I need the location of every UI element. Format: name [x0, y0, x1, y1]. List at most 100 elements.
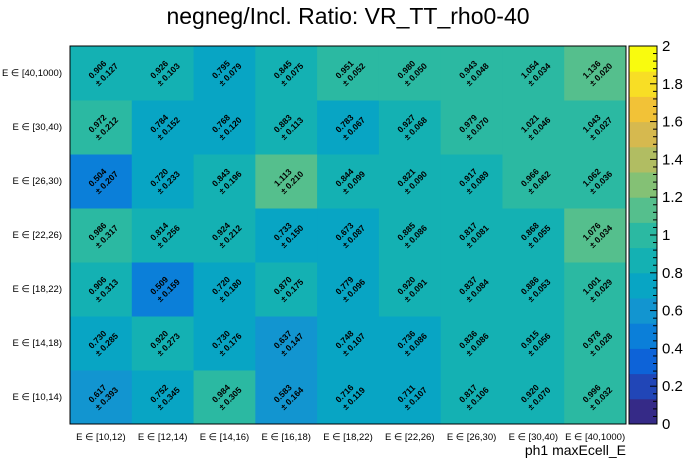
- heatmap-cell: [193, 154, 256, 209]
- heatmap-cell: [378, 262, 442, 317]
- heatmap-cell: [564, 370, 627, 425]
- heatmap-cell: [255, 316, 318, 371]
- heatmap-cell: [131, 370, 195, 425]
- heatmap-cell: [502, 154, 565, 209]
- heatmap-cell: [193, 262, 256, 317]
- heatmap-cell: [70, 154, 133, 209]
- heatmap-cell: [193, 208, 256, 263]
- z-tick-label: 1.4: [662, 151, 683, 168]
- heatmap-cell: [255, 208, 318, 263]
- heatmap-cell: [440, 46, 503, 101]
- x-tick-labels: E ∈ [10,12) E ∈ [12,14) E ∈ [14,16) E ∈ [16…: [76, 432, 625, 443]
- heatmap-cell: [70, 208, 133, 263]
- x-tick-label: E ∈ [26,30): [447, 432, 496, 443]
- heatmap-cell: [255, 100, 318, 155]
- heatmap-cell: [502, 100, 565, 155]
- z-tick-label: 1: [662, 227, 670, 244]
- heatmap-cell: [70, 316, 133, 371]
- heatmap-cell: [317, 46, 380, 101]
- heatmap-cell: [131, 262, 195, 317]
- heatmap-cell: [440, 100, 503, 155]
- y-tick-label: E ∈ [14,18): [13, 338, 62, 349]
- x-tick-label: E ∈ [22,26): [385, 432, 434, 443]
- heatmap-cell: [193, 316, 256, 371]
- heatmap-cell: [378, 208, 442, 263]
- heatmap-cell: [502, 208, 565, 263]
- heatmap-cell: [255, 46, 318, 101]
- heatmap-cell: [564, 154, 627, 209]
- heatmap-cell: [378, 316, 442, 371]
- z-tick-label: 1.6: [662, 114, 683, 131]
- z-tick-label: 1.8: [662, 76, 683, 93]
- heatmap-cell: [193, 100, 256, 155]
- z-tick-label: 0.2: [662, 378, 683, 395]
- y-tick-label: E ∈ [18,22): [13, 284, 62, 295]
- z-tick-label: 0.6: [662, 303, 683, 320]
- heatmap-cell: [378, 100, 442, 155]
- heatmap-cell: [131, 154, 195, 209]
- heatmap-cell: [131, 208, 195, 263]
- colorbar-segment: [629, 247, 657, 274]
- color-bar: [628, 45, 658, 425]
- heatmap-cell: [378, 154, 442, 209]
- colorbar-segment: [629, 272, 657, 299]
- y-tick-label: E ∈ [22,26): [13, 230, 62, 241]
- z-tick-label: 0.4: [662, 340, 683, 357]
- chart-title: negneg/Incl. Ratio: VR_TT_rho0-40: [166, 3, 529, 29]
- colorbar-segment: [629, 46, 657, 72]
- heatmap-cell: [440, 154, 503, 209]
- x-tick-label: E ∈ [12,14): [138, 432, 187, 443]
- y-tick-label: E ∈ [10,14): [13, 392, 62, 403]
- x-tick-label: E ∈ [14,16): [200, 432, 249, 443]
- heatmap-cell: [564, 208, 627, 263]
- heatmap-cell: [564, 100, 627, 155]
- heatmap-cell: [502, 262, 565, 317]
- z-tick-label: 2: [662, 38, 670, 55]
- heatmap-cell: [131, 316, 195, 371]
- heatmap-cell: [70, 370, 133, 425]
- colorbar-segment: [629, 197, 657, 223]
- heatmap-cell: [193, 46, 256, 101]
- heatmap-cell: [502, 46, 565, 101]
- y-tick-label: E ∈ [26,30): [13, 176, 62, 187]
- heatmap-cells: [70, 46, 627, 425]
- colorbar-segment: [629, 121, 657, 148]
- x-tick-label: E ∈ [40,1000): [565, 432, 625, 443]
- x-tick-label: E ∈ [18,22): [323, 432, 372, 443]
- heatmap-cell: [70, 262, 133, 317]
- heatmap-cell: [131, 46, 195, 101]
- heatmap-cell: [255, 262, 318, 317]
- heatmap-cell: [440, 370, 503, 425]
- heatmap-cell: [564, 262, 627, 317]
- x-tick-label: E ∈ [16,18): [261, 432, 310, 443]
- y-tick-label: E ∈ [40,1000): [2, 68, 62, 79]
- colorbar-segment: [629, 172, 657, 198]
- heatmap-cell: [502, 316, 565, 371]
- z-tick-label: 1.2: [662, 189, 683, 206]
- heatmap-cell: [70, 100, 133, 155]
- heatmap-cell: [317, 316, 380, 371]
- x-tick-label: E ∈ [30,40): [509, 432, 558, 443]
- heatmap-cell: [502, 370, 565, 425]
- heatmap-cell: [317, 370, 380, 425]
- x-tick-label: E ∈ [10,12): [76, 432, 125, 443]
- heatmap-cell: [378, 370, 442, 425]
- z-tick-label: 0: [662, 416, 670, 433]
- z-tick-label: 0.8: [662, 265, 683, 282]
- heatmap-cell: [255, 154, 318, 209]
- z-tick-labels: 0 0.2 0.4 0.6 0.8 1 1.2 1.4 1.6 1.8 2: [650, 38, 683, 433]
- cell-value-label: 0.996± 0.032: [581, 382, 615, 412]
- colorbar-segment: [629, 348, 657, 375]
- heatmap-cell: [255, 370, 318, 425]
- heatmap-cell: [440, 262, 503, 317]
- colorbar-segment: [629, 96, 657, 123]
- y-tick-labels: E ∈ [10,14) E ∈ [14,18) E ∈ [18,22) E ∈ [22…: [2, 68, 62, 403]
- colorbar-segment: [629, 398, 657, 425]
- heatmap-cell: [193, 370, 256, 425]
- heatmap-cell: [317, 262, 380, 317]
- heatmap-cell: [378, 46, 442, 101]
- heatmap-cell: [317, 100, 380, 155]
- heatmap-cell: [440, 316, 503, 371]
- heatmap-cell: [440, 208, 503, 263]
